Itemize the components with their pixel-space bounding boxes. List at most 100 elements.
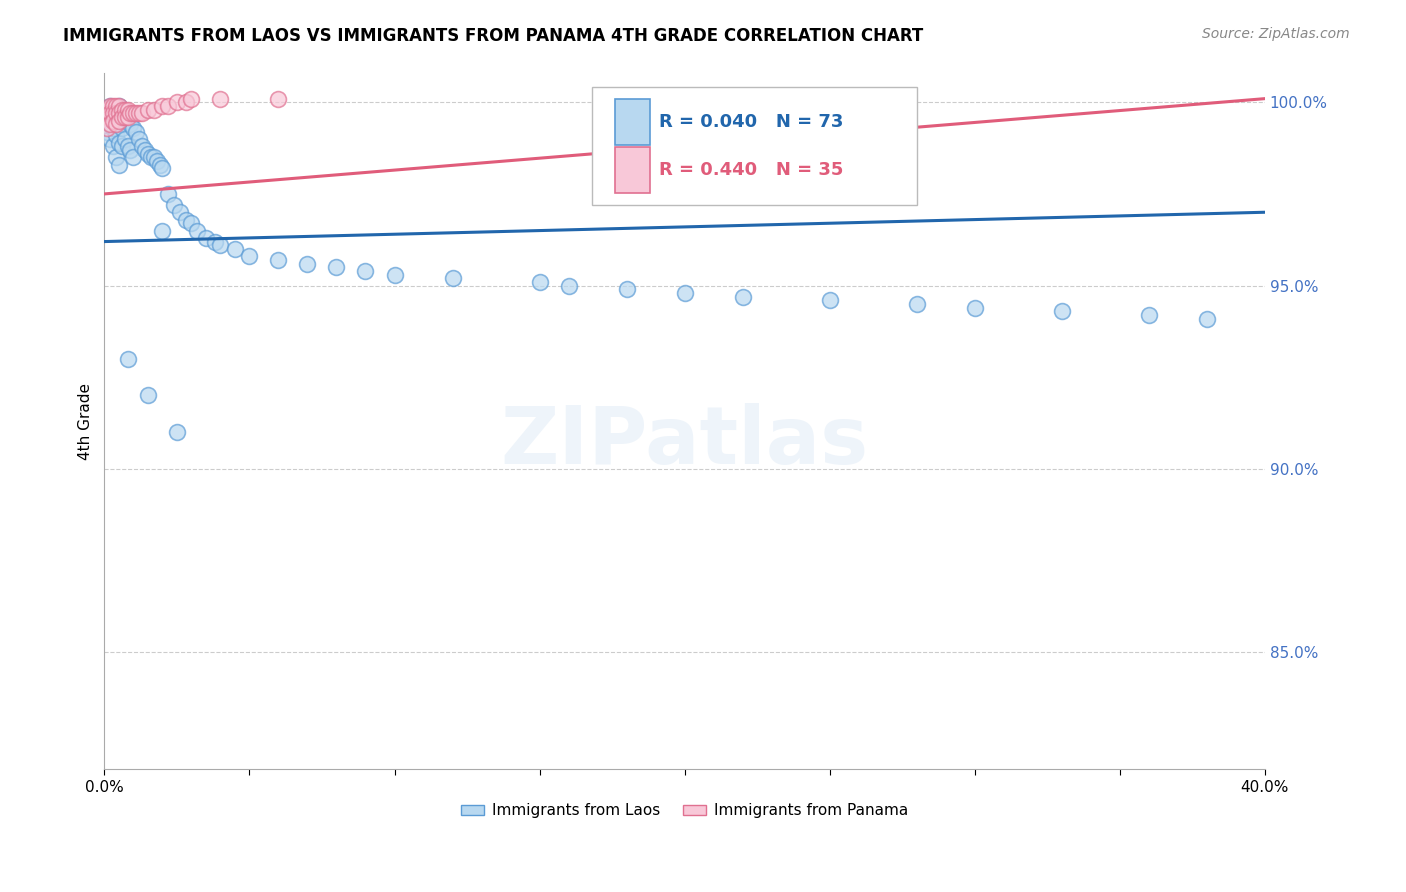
Point <box>139 150 162 164</box>
Point <box>145 153 167 168</box>
Point <box>297 256 319 270</box>
Y-axis label: 4th Grade: 4th Grade <box>79 383 93 459</box>
Point <box>1050 304 1073 318</box>
Point <box>101 139 124 153</box>
Point <box>108 117 131 131</box>
Point <box>98 99 121 113</box>
Point <box>98 106 121 120</box>
Text: R = 0.440   N = 35: R = 0.440 N = 35 <box>659 161 844 178</box>
Legend: Immigrants from Laos, Immigrants from Panama: Immigrants from Laos, Immigrants from Pa… <box>456 797 914 824</box>
Point <box>529 275 551 289</box>
Point <box>96 103 118 117</box>
Point <box>673 285 696 300</box>
Point <box>136 146 159 161</box>
Point <box>166 425 188 439</box>
Bar <box>614 147 650 193</box>
Point <box>209 238 232 252</box>
Point <box>204 235 226 249</box>
Text: R = 0.040   N = 73: R = 0.040 N = 73 <box>659 112 844 131</box>
Point <box>111 103 134 117</box>
Point <box>98 117 121 131</box>
Point <box>194 231 217 245</box>
Point <box>104 113 127 128</box>
Point <box>120 143 142 157</box>
Point <box>557 278 579 293</box>
Point <box>325 260 347 275</box>
Point <box>96 125 118 139</box>
Point <box>157 186 180 201</box>
Point <box>104 150 127 164</box>
Point <box>163 198 186 212</box>
Text: Source: ZipAtlas.com: Source: ZipAtlas.com <box>1202 27 1350 41</box>
FancyBboxPatch shape <box>592 87 917 205</box>
Point <box>180 92 202 106</box>
Point <box>174 95 197 110</box>
Point <box>354 264 377 278</box>
Point <box>104 106 127 120</box>
Point <box>152 223 174 237</box>
Point <box>1195 311 1218 326</box>
Point <box>114 110 136 124</box>
Point <box>108 136 131 150</box>
Point <box>120 106 142 120</box>
Point <box>209 92 232 106</box>
Point <box>125 106 148 120</box>
Point <box>166 95 188 110</box>
Point <box>96 120 118 135</box>
Point <box>96 103 118 117</box>
Point <box>117 139 139 153</box>
Point <box>142 150 165 164</box>
Point <box>131 139 153 153</box>
Point <box>114 132 136 146</box>
Point <box>136 388 159 402</box>
Point <box>224 242 246 256</box>
Point <box>238 249 260 263</box>
Point <box>818 293 841 308</box>
Point <box>131 106 153 120</box>
Point <box>104 117 127 131</box>
Point <box>120 117 142 131</box>
Point <box>114 110 136 124</box>
Point <box>108 113 131 128</box>
Point <box>111 139 134 153</box>
Point <box>101 103 124 117</box>
Point <box>180 216 202 230</box>
Point <box>157 99 180 113</box>
Point <box>152 99 174 113</box>
Point <box>111 120 134 135</box>
Point <box>174 212 197 227</box>
Point <box>96 113 118 128</box>
Point <box>117 103 139 117</box>
Point <box>169 205 191 219</box>
Point <box>98 117 121 131</box>
Point <box>267 252 290 267</box>
Point <box>96 110 118 124</box>
Point <box>122 150 145 164</box>
Point <box>101 99 124 113</box>
Point <box>98 106 121 120</box>
Point <box>142 103 165 117</box>
Point <box>905 297 928 311</box>
Point <box>152 161 174 176</box>
Point <box>101 120 124 135</box>
Point <box>441 271 464 285</box>
Point <box>104 103 127 117</box>
Point <box>101 110 124 124</box>
Point <box>267 92 290 106</box>
Point <box>731 289 754 303</box>
Point <box>108 99 131 113</box>
Point <box>98 99 121 113</box>
Point <box>1137 308 1160 322</box>
Point <box>114 103 136 117</box>
Point <box>108 106 131 120</box>
Point <box>117 113 139 128</box>
Point <box>186 223 208 237</box>
Point <box>101 113 124 128</box>
Point <box>148 158 170 172</box>
Point <box>108 99 131 113</box>
Point <box>122 120 145 135</box>
Point <box>111 106 134 120</box>
Point <box>104 128 127 143</box>
Point <box>117 351 139 366</box>
Point <box>108 158 131 172</box>
